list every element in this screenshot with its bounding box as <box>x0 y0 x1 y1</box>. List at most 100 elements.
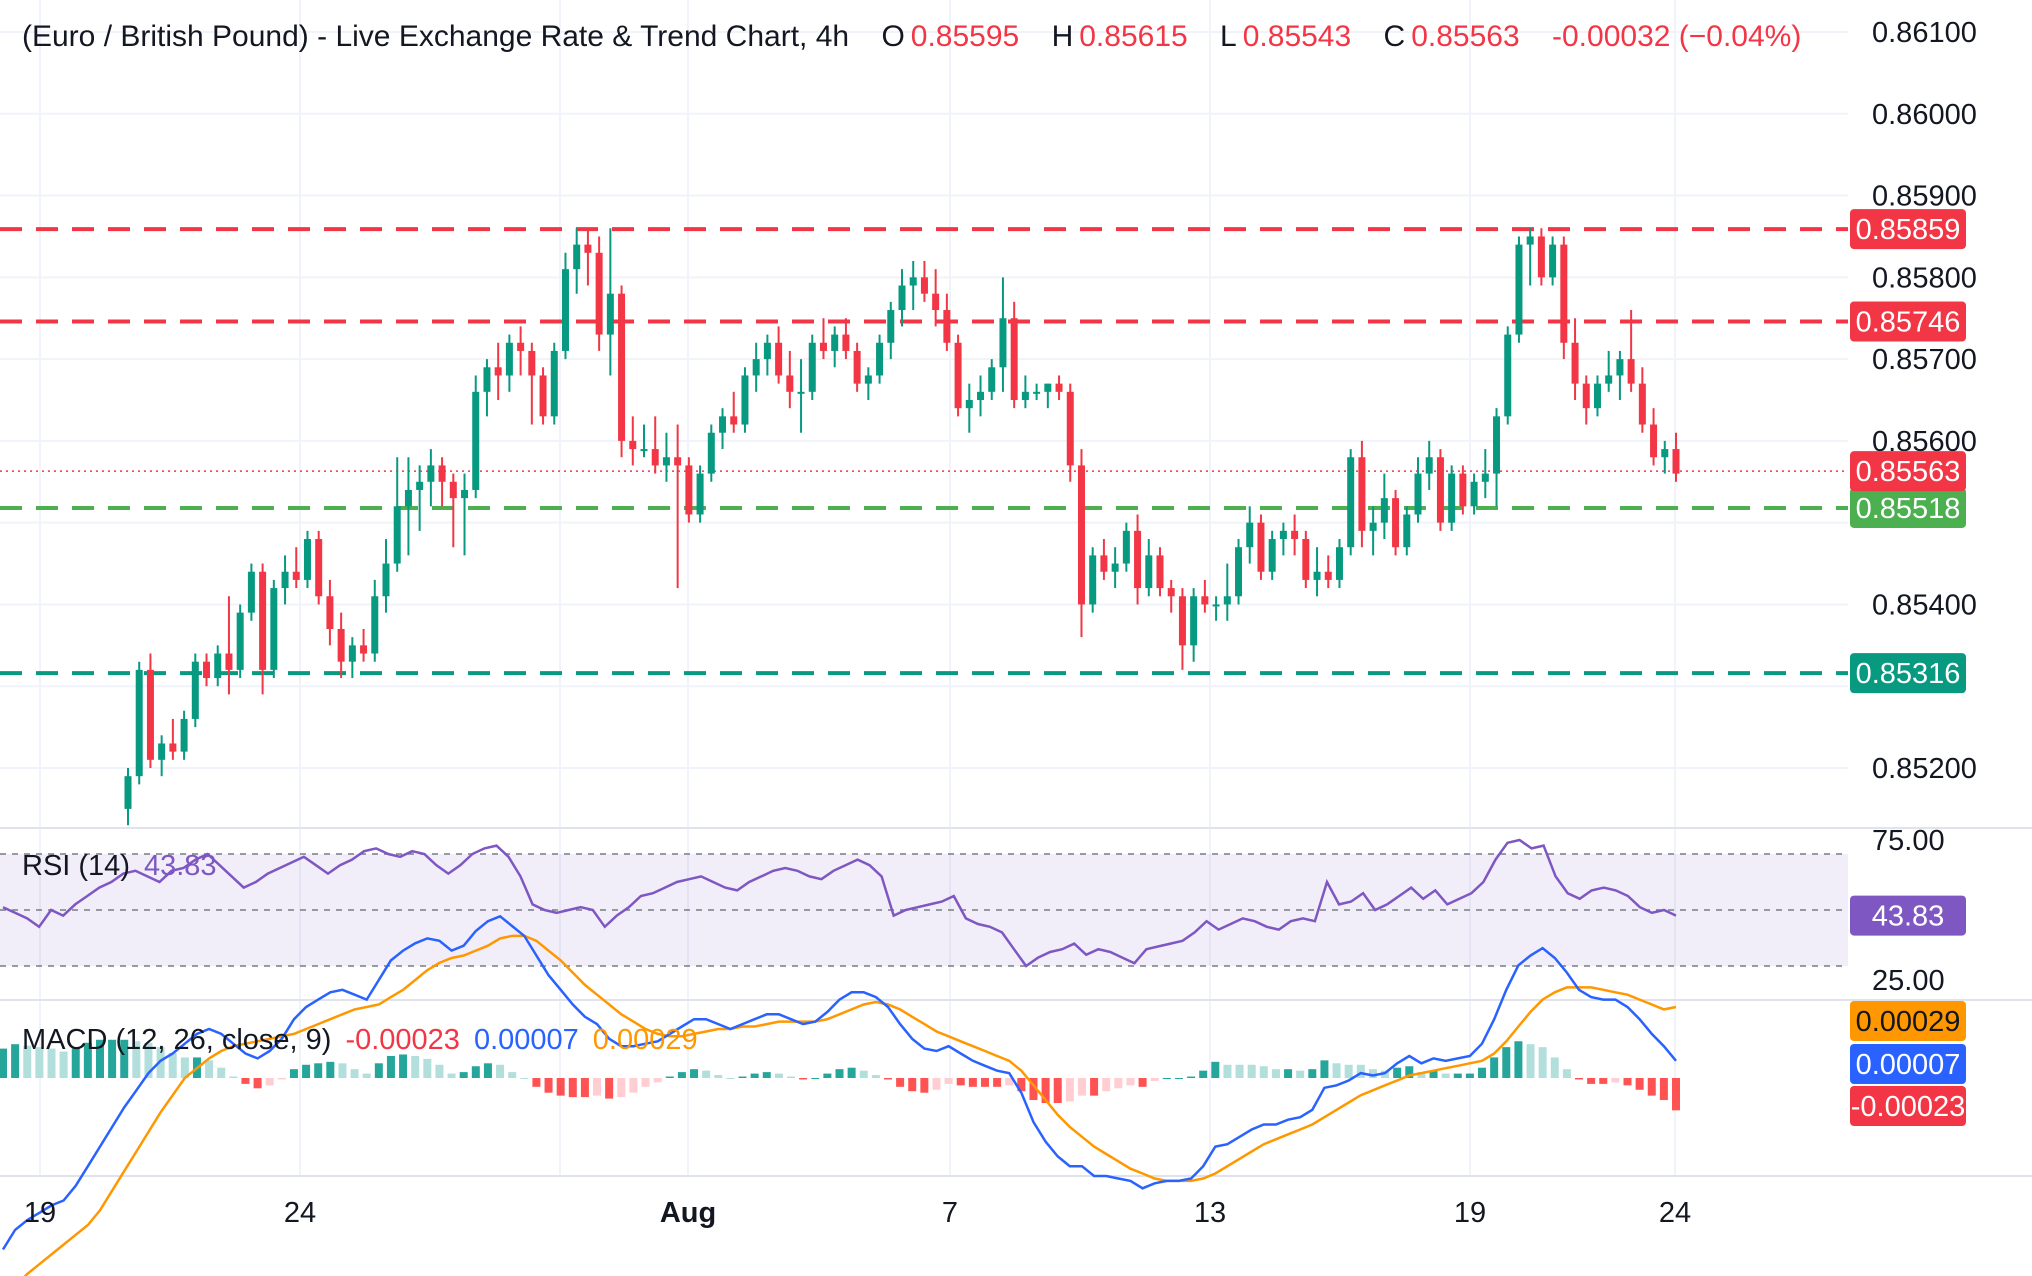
candle-body <box>1650 424 1658 458</box>
candle <box>1122 522 1130 572</box>
candle <box>259 563 267 695</box>
macd-histogram-bar <box>0 1048 7 1078</box>
macd-histogram-bar <box>1393 1067 1402 1078</box>
candle-body <box>225 653 233 670</box>
macd-histogram-bar <box>908 1078 917 1092</box>
close-value: 0.85563 <box>1411 20 1520 53</box>
candle-body <box>1167 588 1175 597</box>
macd-histogram-bar <box>229 1076 238 1078</box>
candle-body <box>1033 391 1041 394</box>
candle-body <box>483 367 491 392</box>
candle <box>517 326 525 376</box>
candle-body <box>1190 596 1198 646</box>
candlestick-series <box>124 228 1680 826</box>
macd-histogram-bar <box>883 1078 892 1080</box>
price-axis[interactable]: 0.861000.860000.859000.858000.857000.856… <box>1872 17 1977 997</box>
candle-body <box>1616 359 1624 376</box>
macd-histogram-bar <box>702 1070 711 1078</box>
candle <box>169 718 177 760</box>
candle-body <box>595 252 603 335</box>
candle-body <box>988 367 996 392</box>
candle <box>483 359 491 417</box>
macd-histogram-bar <box>726 1078 735 1079</box>
candle <box>1257 514 1265 580</box>
level-tag-text: 0.85859 <box>1856 214 1961 246</box>
candle-body <box>876 342 884 376</box>
price-tick-label: 0.85800 <box>1872 262 1977 294</box>
candle-body <box>1066 391 1074 466</box>
candle <box>1515 236 1523 343</box>
candle-body <box>461 489 469 499</box>
candle-body <box>1537 236 1545 278</box>
macd-histogram-bar <box>1138 1078 1147 1087</box>
candle-body <box>1493 416 1501 474</box>
macd-histogram-bar <box>471 1066 480 1078</box>
candle-body <box>1335 547 1343 580</box>
macd-histogram-bar <box>605 1078 614 1099</box>
candle <box>1212 596 1220 621</box>
high-label: H <box>1051 20 1074 53</box>
candle <box>1582 375 1590 425</box>
candle <box>1493 408 1501 507</box>
candle <box>561 252 569 360</box>
candle-body <box>1077 465 1085 605</box>
candle-body <box>819 342 827 351</box>
macd-histogram-bar <box>580 1078 589 1098</box>
rsi-tick-label: 75.00 <box>1872 825 1945 857</box>
candle-body <box>1459 473 1467 507</box>
last-price-tag-text: 0.85563 <box>1856 456 1961 488</box>
macd-histogram-bar <box>144 1042 153 1078</box>
candle-body <box>1593 383 1601 409</box>
candle <box>943 293 951 351</box>
open-value: 0.85595 <box>910 20 1020 53</box>
candle-body <box>1324 571 1332 580</box>
candle <box>719 408 727 450</box>
candle <box>404 457 412 556</box>
candle <box>1638 367 1646 433</box>
macd-histogram-bar <box>1090 1078 1099 1096</box>
time-axis[interactable]: 19 24 Aug 7 13 19 24 <box>24 1197 1691 1229</box>
candle <box>819 318 827 360</box>
rsi-tag-text: 43.83 <box>1872 901 1945 933</box>
macd-histogram-bar <box>1320 1060 1329 1078</box>
candle-body <box>382 563 390 597</box>
macd-histogram-bar <box>1041 1078 1050 1103</box>
candle <box>595 236 603 351</box>
candle <box>528 342 536 425</box>
candle <box>629 416 637 466</box>
candle <box>180 710 188 760</box>
candle <box>1537 228 1545 286</box>
candle <box>472 375 480 499</box>
macd-line-tag-box <box>1850 1044 1966 1084</box>
candle-body <box>1302 539 1310 580</box>
candle-body <box>427 465 435 482</box>
time-tick-label: 24 <box>1659 1197 1691 1229</box>
macd-label: MACD (12, 26, close, 9) <box>22 1024 332 1056</box>
candle <box>1246 506 1254 564</box>
level-tag: 0.85859 <box>1850 209 1966 250</box>
candle <box>124 768 132 826</box>
macd-histogram-bar <box>338 1063 347 1078</box>
candle-body <box>1403 514 1411 548</box>
candle-body <box>719 416 727 433</box>
candle-body <box>449 481 457 499</box>
macd-histogram-bar <box>520 1078 529 1079</box>
low-label: L <box>1220 20 1237 53</box>
macd-histogram-bar <box>423 1058 432 1078</box>
candle-body <box>360 645 368 654</box>
macd-histogram-bar <box>1065 1078 1074 1102</box>
macd-histogram-bar <box>1332 1063 1341 1078</box>
candle <box>1392 489 1400 556</box>
candle <box>337 612 345 679</box>
macd-histogram-bar <box>799 1078 808 1080</box>
macd-histogram-bar <box>1017 1078 1026 1092</box>
macd-hist-tag: -0.00023 <box>1850 1086 1966 1126</box>
macd-histogram-bar <box>95 1039 104 1078</box>
candle <box>999 277 1007 392</box>
candle <box>505 334 513 392</box>
candle <box>797 359 805 433</box>
macd-histogram-bar <box>35 1047 44 1078</box>
macd-histogram-bar <box>690 1069 699 1078</box>
candle <box>539 367 547 425</box>
candle <box>225 596 233 695</box>
